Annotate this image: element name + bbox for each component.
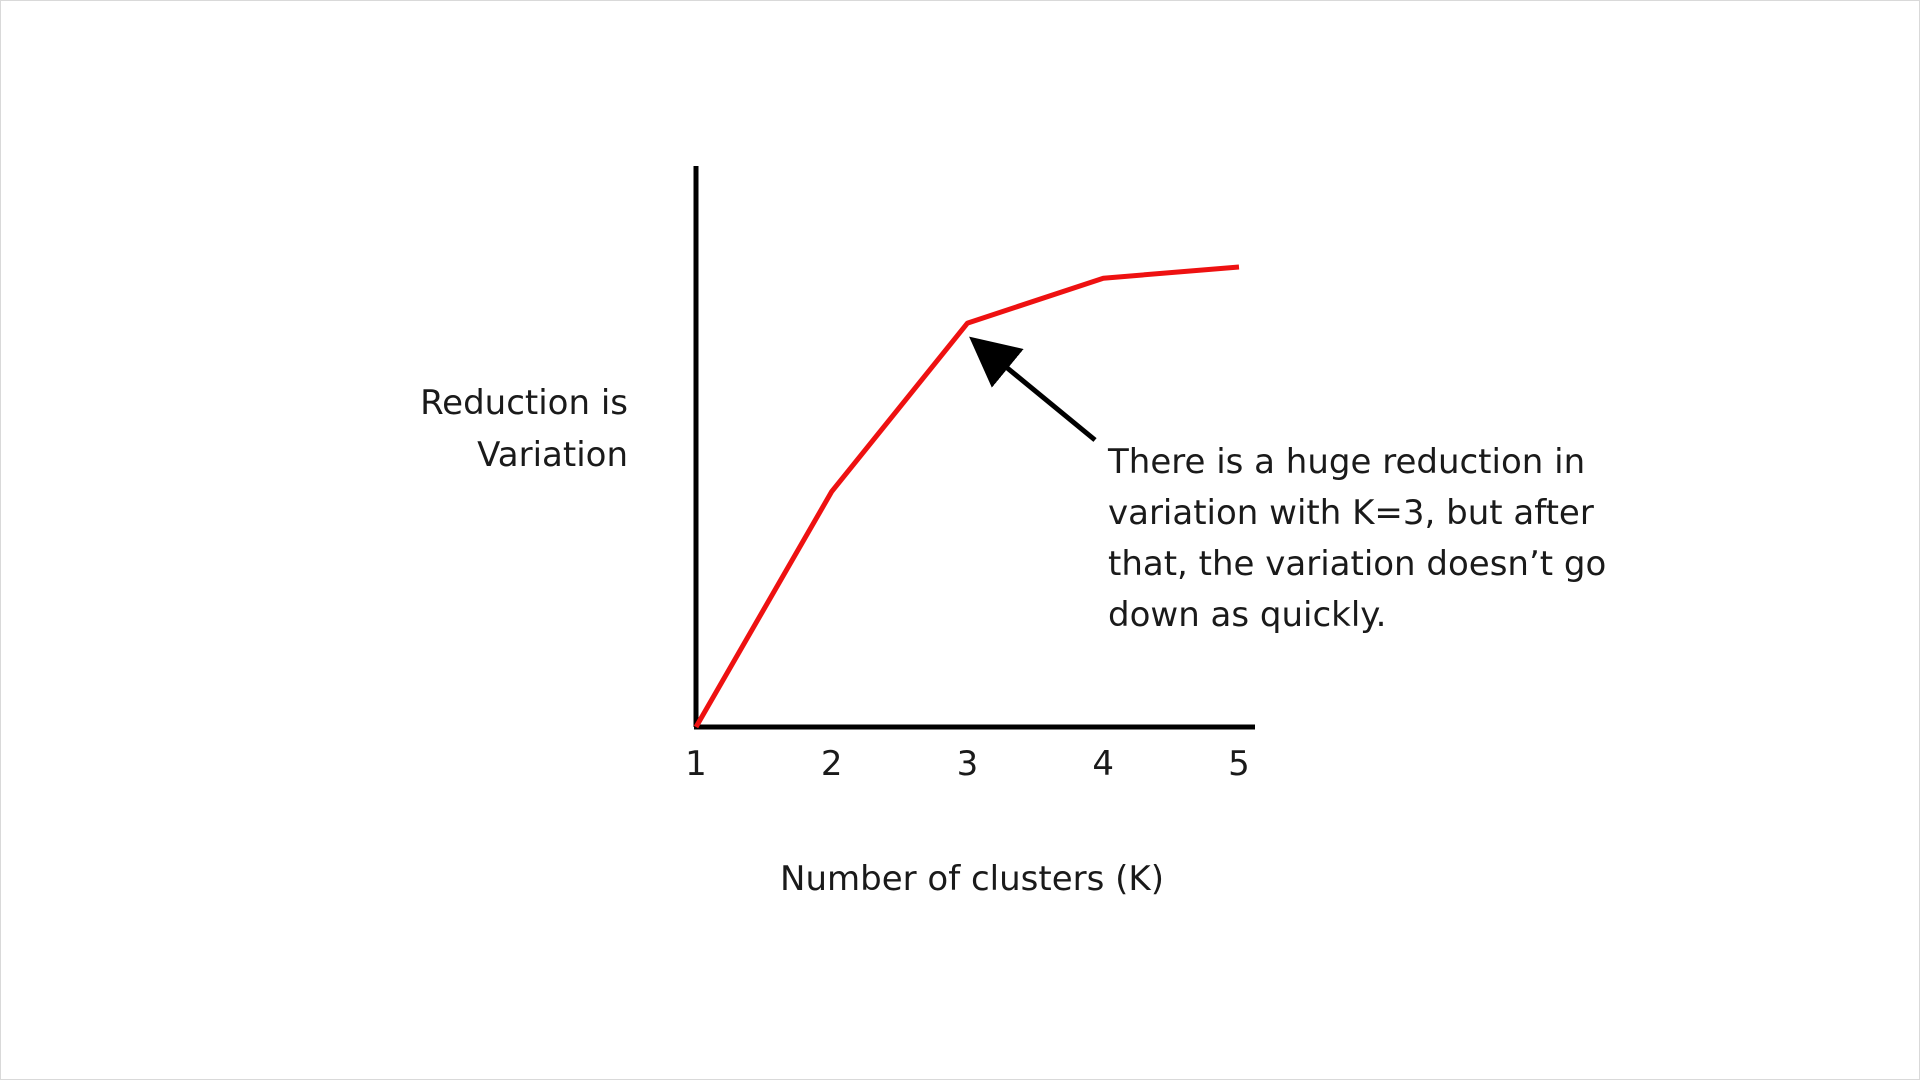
x-tick-label-4: 4 bbox=[1092, 744, 1114, 784]
series-line bbox=[693, 264, 1240, 729]
annotation-line-3: that, the variation doesn’t go bbox=[1108, 544, 1606, 584]
x-tick-label-5: 5 bbox=[1228, 744, 1250, 784]
annotation-line-1: There is a huge reduction in bbox=[1107, 442, 1585, 482]
annotation-line-2: variation with K=3, but after bbox=[1108, 493, 1594, 533]
x-tick-labels: 1 2 3 4 5 bbox=[685, 744, 1250, 784]
x-tick-label-3: 3 bbox=[957, 744, 979, 784]
annotation-arrow bbox=[969, 336, 1097, 442]
y-axis-label-line-2: Variation bbox=[477, 435, 628, 475]
annotation-text: There is a huge reduction in variation w… bbox=[1107, 442, 1606, 635]
x-axis-label: Number of clusters (K) bbox=[780, 859, 1164, 899]
annotation-line-4: down as quickly. bbox=[1108, 595, 1386, 635]
x-tick-label-1: 1 bbox=[685, 744, 707, 784]
x-tick-label-2: 2 bbox=[821, 744, 843, 784]
y-axis-label-line-1: Reduction is bbox=[420, 383, 628, 423]
